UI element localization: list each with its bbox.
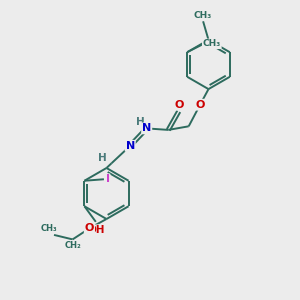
Text: CH₃: CH₃ <box>203 39 221 48</box>
Text: H: H <box>136 117 145 127</box>
Text: N: N <box>126 141 135 151</box>
Text: O: O <box>174 100 184 110</box>
Text: OH: OH <box>87 225 105 235</box>
Text: I: I <box>106 174 110 184</box>
Text: H: H <box>98 153 106 163</box>
Text: O: O <box>85 223 94 233</box>
Text: CH₂: CH₂ <box>65 241 82 250</box>
Text: CH₃: CH₃ <box>40 224 57 233</box>
Text: N: N <box>142 123 151 134</box>
Text: O: O <box>195 100 205 110</box>
Text: CH₃: CH₃ <box>194 11 212 20</box>
